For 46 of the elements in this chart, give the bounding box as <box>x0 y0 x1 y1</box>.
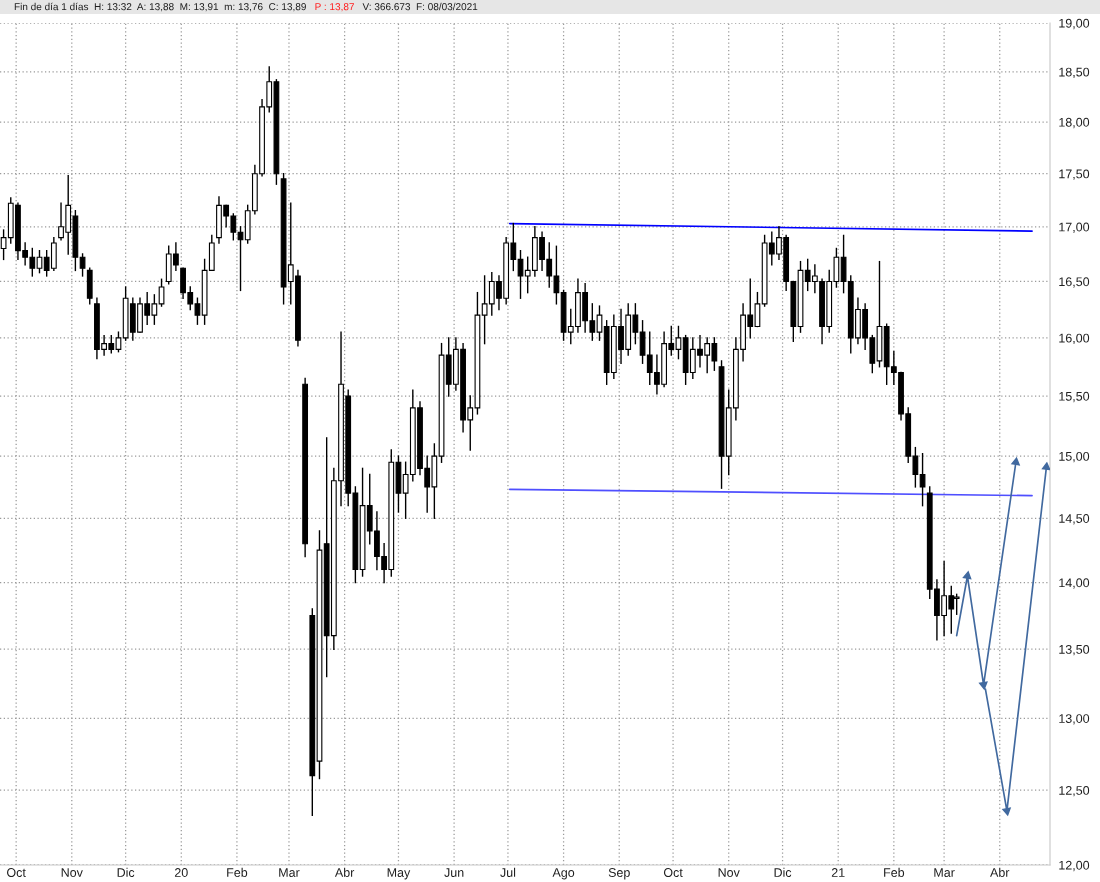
y-tick-label: 17,50 <box>1059 169 1090 180</box>
x-tick-label: Jun <box>444 868 464 877</box>
text: P : 13,87 <box>315 3 354 12</box>
x-tick-label: Sep <box>608 868 630 880</box>
x-tick-label: Abr <box>334 867 355 877</box>
x-tick-label: Abr <box>990 867 1010 877</box>
x-tick-label: Dic <box>774 867 792 877</box>
point <box>1011 457 1020 466</box>
y-tick-label: 14,00 <box>1059 578 1090 589</box>
y-tick-label: 18,00 <box>1059 117 1090 129</box>
candlestick <box>596 305 603 341</box>
candlestick <box>79 253 86 277</box>
point <box>1002 807 1011 816</box>
candlestick <box>158 278 165 307</box>
x-tick-label: Dic <box>117 867 135 877</box>
y-tick-label: 15,50 <box>1059 391 1090 403</box>
x-tick-label: Jul <box>500 867 516 877</box>
x-tick-label: Feb <box>884 867 905 877</box>
text: V: 366.673 F: 08/03/2021 <box>362 2 478 11</box>
y-tick-label: 12,50 <box>1059 786 1090 797</box>
x-tick-label: Nov <box>61 868 83 877</box>
x-tick-label: 21 <box>831 868 845 877</box>
x-tick-label: Mar <box>279 868 300 877</box>
x-tick-label: 20 <box>174 868 188 877</box>
chart-title: Fin de día 1 días H: 13:32 A: 13,88 M: 13,91 m: 13,76 C: 13,89 <box>14 2 306 12</box>
point <box>1041 462 1050 471</box>
x-tick-label: Nov <box>718 868 740 877</box>
candlestick <box>919 452 926 507</box>
point <box>962 571 972 580</box>
y-tick-label: 19,00 <box>1059 18 1090 30</box>
point <box>979 681 988 690</box>
x-tick-label: Feb <box>227 867 248 877</box>
y-tick-label: 14,50 <box>1059 514 1090 525</box>
x-tick-label: Ago <box>552 868 575 880</box>
x-tick-label: Oct <box>7 868 26 877</box>
x-tick-label: May <box>387 868 411 880</box>
y-tick-label: 17,00 <box>1059 222 1090 233</box>
y-tick-label: 12,00 <box>1059 860 1090 872</box>
y-tick-label: 18,50 <box>1059 67 1090 78</box>
x-tick-label: Mar <box>934 868 955 877</box>
y-tick-label: 15,00 <box>1059 451 1090 463</box>
y-tick-label: 16,50 <box>1059 277 1090 288</box>
y-tick-label: 13,50 <box>1059 644 1090 656</box>
y-tick-label: 13,00 <box>1059 714 1090 725</box>
x-tick-label: Oct <box>663 868 683 877</box>
y-tick-label: 16,00 <box>1059 333 1090 345</box>
